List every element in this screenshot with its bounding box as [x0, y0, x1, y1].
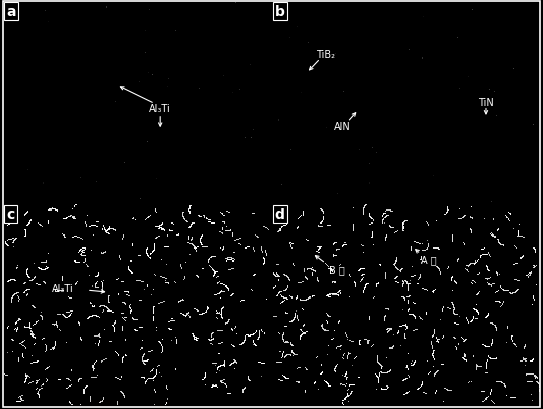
- FancyArrowPatch shape: [90, 290, 105, 293]
- Text: Al₃Ti: Al₃Ti: [52, 283, 73, 293]
- FancyArrowPatch shape: [310, 61, 318, 71]
- Text: AlN: AlN: [334, 122, 350, 132]
- FancyArrowPatch shape: [159, 117, 162, 127]
- FancyArrowPatch shape: [349, 113, 356, 121]
- Text: B 点: B 点: [329, 265, 345, 275]
- FancyArrowPatch shape: [416, 250, 419, 254]
- Text: c: c: [7, 208, 15, 222]
- FancyArrowPatch shape: [315, 256, 324, 262]
- FancyArrowPatch shape: [121, 88, 152, 103]
- Text: A 点: A 点: [421, 255, 437, 265]
- Text: TiN: TiN: [478, 97, 494, 107]
- Text: TiB₂: TiB₂: [317, 50, 335, 60]
- FancyArrowPatch shape: [484, 109, 488, 115]
- Text: a: a: [7, 5, 16, 19]
- Text: Al₃Ti: Al₃Ti: [149, 103, 171, 113]
- Text: d: d: [275, 208, 285, 222]
- Text: b: b: [275, 5, 285, 19]
